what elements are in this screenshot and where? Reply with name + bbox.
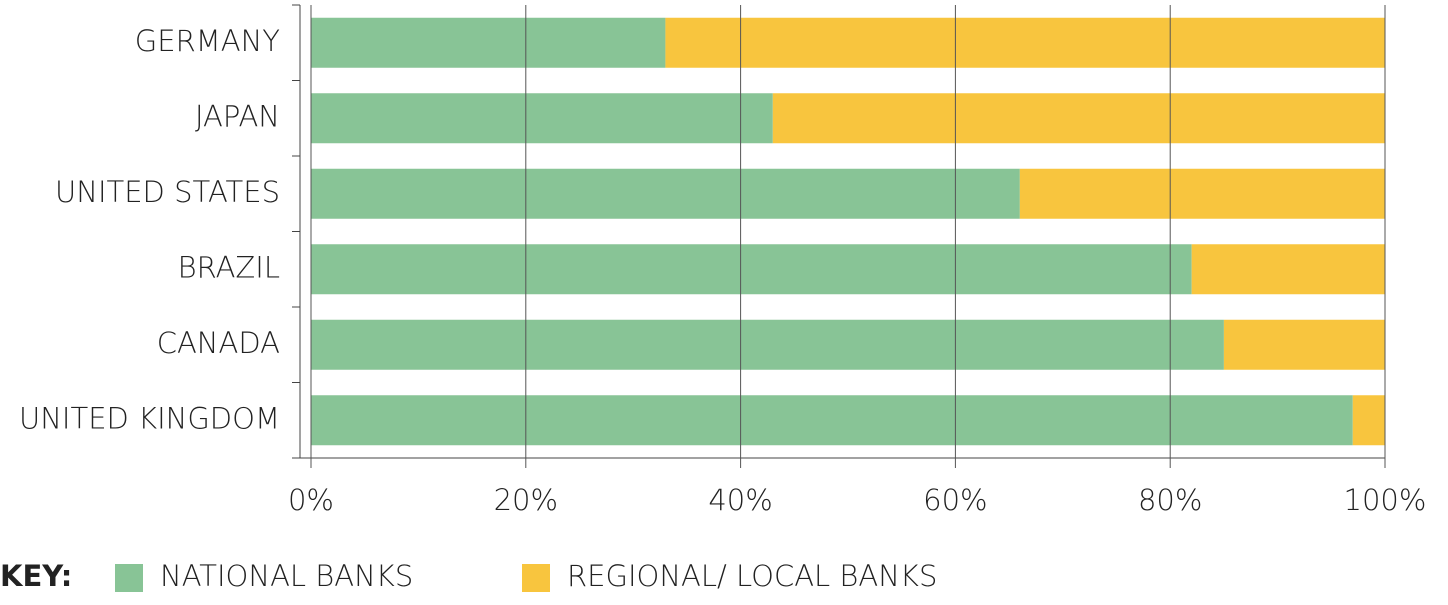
x-tick-label: 40% bbox=[708, 483, 772, 517]
legend-title: KEY: bbox=[0, 559, 72, 593]
x-tick-label: 0% bbox=[288, 483, 334, 517]
bar-segment bbox=[311, 244, 1192, 295]
category-label: UNITED STATES bbox=[55, 175, 280, 209]
bar-segment bbox=[311, 168, 1020, 219]
x-tick-label: 20% bbox=[494, 483, 558, 517]
bar-segment bbox=[1019, 168, 1385, 219]
category-label: JAPAN bbox=[195, 99, 280, 133]
bar-segment bbox=[311, 395, 1353, 446]
bar-segment bbox=[311, 17, 666, 68]
bar-segment bbox=[311, 319, 1224, 370]
legend-label: REGIONAL/ LOCAL BANKS bbox=[567, 559, 937, 593]
bar-segment bbox=[311, 93, 773, 144]
category-label: CANADA bbox=[157, 326, 280, 360]
category-label: UNITED KINGDOM bbox=[19, 401, 280, 435]
bar-segment bbox=[1223, 319, 1385, 370]
legend-label: NATIONAL BANKS bbox=[160, 559, 413, 593]
bar-segment bbox=[1191, 244, 1385, 295]
x-tick-label: 80% bbox=[1138, 483, 1202, 517]
x-tick-label: 100% bbox=[1344, 483, 1427, 517]
bar-segment bbox=[772, 93, 1385, 144]
category-label: GERMANY bbox=[135, 24, 280, 58]
bar-segment bbox=[1352, 395, 1385, 446]
bar-segment bbox=[665, 17, 1385, 68]
x-tick-label: 60% bbox=[923, 483, 987, 517]
category-label: BRAZIL bbox=[178, 250, 280, 284]
legend-swatch bbox=[522, 564, 550, 592]
legend-swatch bbox=[115, 564, 143, 592]
